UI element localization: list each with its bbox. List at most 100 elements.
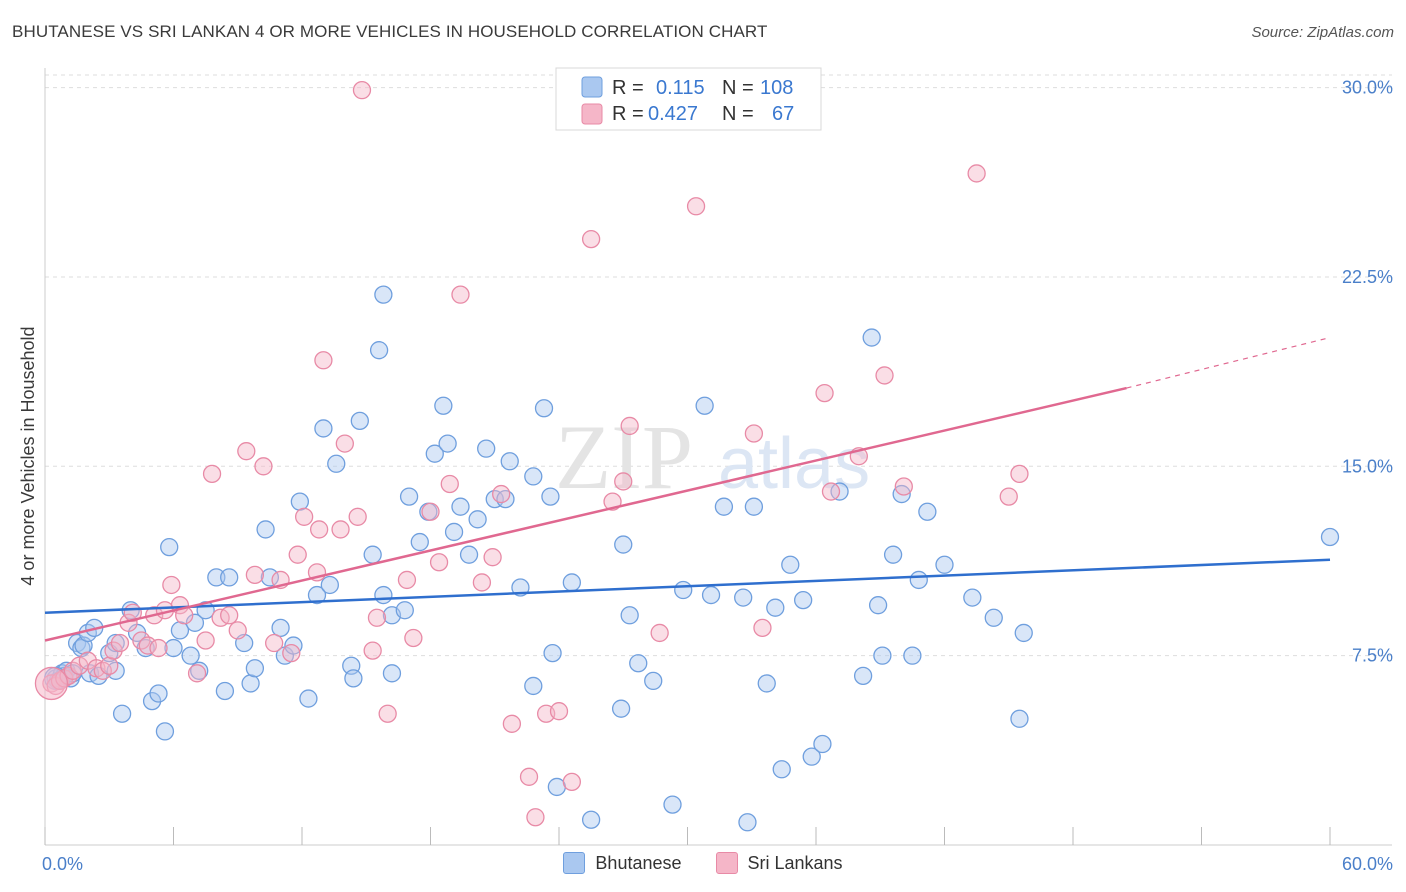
bhutanese-point-38 xyxy=(260,568,280,587)
sri-lankans-point-25 xyxy=(202,464,222,484)
y-tick-label-3: 30.0% xyxy=(1342,78,1393,98)
bhutanese-point-73 xyxy=(524,467,543,486)
bhutanese-point-76 xyxy=(541,487,560,506)
bhutanese-point-112 xyxy=(963,588,982,607)
sri-lankans-point-60 xyxy=(562,772,581,792)
bhutanese-trend-line xyxy=(44,558,1331,614)
sri-lankans-point-51 xyxy=(451,285,470,304)
bhutanese-point-47 xyxy=(327,454,346,473)
bhutanese-point-71 xyxy=(500,452,519,471)
bottom-legend-bhutanese: Bhutanese xyxy=(563,852,682,874)
bhutanese-point-86 xyxy=(663,795,682,814)
axes xyxy=(44,68,1392,846)
sri-lankans-point-49 xyxy=(429,553,449,572)
bhutanese-point-77 xyxy=(543,643,562,663)
bhutanese-point-31 xyxy=(207,568,226,587)
bhutanese-point-17 xyxy=(112,704,132,723)
sri-lankans-point-53 xyxy=(483,548,502,567)
sri-lankans-point-48 xyxy=(421,502,440,521)
bhutanese-point-63 xyxy=(438,434,457,453)
trend-lines xyxy=(44,336,1331,642)
bhutanese-point-105 xyxy=(873,646,892,665)
bhutanese-point-109 xyxy=(909,570,928,590)
bottom-legend-sri-lankans: Sri Lankans xyxy=(715,852,843,874)
bhutanese-point-81 xyxy=(611,699,631,718)
bhutanese-point-93 xyxy=(744,497,764,516)
bhutanese-point-82 xyxy=(614,535,633,554)
sri-lankans-point-23 xyxy=(187,664,207,683)
sri-lankans-point-35 xyxy=(288,545,307,564)
sri-lankans-point-30 xyxy=(245,565,265,585)
bhutanese-point-33 xyxy=(220,568,239,587)
sri-lankans-point-31 xyxy=(254,457,273,476)
sri-lankans-point-45 xyxy=(378,704,397,723)
sri-lankans-point-38 xyxy=(309,520,329,539)
bhutanese-point-22 xyxy=(149,684,168,703)
bhutanese-point-44 xyxy=(307,585,327,605)
bhutanese-point-43 xyxy=(299,689,318,708)
bhutanese-point-113 xyxy=(984,608,1003,627)
sri-lankans-point-20 xyxy=(162,575,181,595)
legend-r-value-1: 0.115 xyxy=(656,77,705,99)
sri-lankans-point-27 xyxy=(220,606,239,625)
sri-lankans-point-44 xyxy=(367,608,387,627)
sri-lankans-point-70 xyxy=(821,482,841,501)
bhutanese-point-23 xyxy=(155,722,175,741)
sri-lankans-point-28 xyxy=(228,621,247,640)
sri-lankans-point-18 xyxy=(149,638,168,658)
y-tick-label-1: 15.0% xyxy=(1342,456,1393,476)
legend-swatch-blue xyxy=(581,76,603,98)
bhutanese-point-75 xyxy=(534,399,554,418)
bhutanese-label: Bhutanese xyxy=(595,852,682,873)
bhutanese-point-106 xyxy=(883,545,903,564)
bhutanese-point-51 xyxy=(363,545,382,564)
bhutanese-point-100 xyxy=(813,734,832,754)
watermark-atlas: atlas xyxy=(718,424,870,504)
bhutanese-point-74 xyxy=(524,676,543,696)
bhutanese-point-80 xyxy=(581,810,601,829)
bhutanese-point-54 xyxy=(374,585,393,605)
sri-lankans-point-42 xyxy=(348,507,367,526)
sri-lankans-point-65 xyxy=(650,623,669,643)
bhutanese-point-27 xyxy=(181,646,200,665)
bhutanese-point-46 xyxy=(320,575,339,595)
legend-swatch-pink xyxy=(581,103,603,125)
bhutanese-point-53 xyxy=(374,285,393,304)
sri-lankans-point-40 xyxy=(331,520,350,539)
x-tick-label-right: 60.0% xyxy=(1342,854,1393,874)
bhutanese-point-21 xyxy=(142,691,162,711)
bhutanese-point-83 xyxy=(620,606,639,625)
y-tick-labels: 7.5% 15.0% 22.5% 30.0% xyxy=(1342,78,1393,666)
bhutanese-point-95 xyxy=(766,598,785,617)
watermark-zip: ZIP xyxy=(555,406,693,508)
bottom-legend: Bhutanese Sri Lankans xyxy=(0,852,1406,874)
source-label: Source: ZipAtlas.com xyxy=(1251,24,1394,41)
bhutanese-points xyxy=(44,285,1340,832)
sri-lankans-point-41 xyxy=(335,434,354,453)
bhutanese-point-32 xyxy=(215,681,235,701)
bhutanese-point-36 xyxy=(245,659,265,678)
sri-lankans-point-10 xyxy=(100,656,119,675)
y-tick-label-0: 7.5% xyxy=(1352,646,1393,666)
bhutanese-point-30 xyxy=(190,661,209,680)
sri-lankans-point-47 xyxy=(404,628,423,648)
legend-n-value-2: 67 xyxy=(772,103,794,125)
bhutanese-point-65 xyxy=(451,497,470,516)
bhutanese-point-59 xyxy=(410,532,429,552)
bhutanese-point-26 xyxy=(170,621,190,640)
sri-lankans-point-29 xyxy=(237,442,256,461)
bhutanese-point-103 xyxy=(862,328,881,347)
bhutanese-point-91 xyxy=(734,588,753,607)
sri-lankans-point-73 xyxy=(894,477,913,496)
sri-lankans-points xyxy=(34,80,1029,827)
bhutanese-point-97 xyxy=(781,555,800,574)
bhutanese-point-52 xyxy=(369,341,389,360)
bhutanese-point-39 xyxy=(271,618,290,638)
sri-lankans-point-36 xyxy=(294,507,314,526)
sri-lankans-point-68 xyxy=(753,618,772,638)
bhutanese-point-64 xyxy=(444,522,464,542)
sri-lankans-point-66 xyxy=(686,197,706,216)
sri-lankans-point-54 xyxy=(492,484,511,504)
sri-lankans-point-61 xyxy=(581,229,601,249)
bhutanese-point-115 xyxy=(1014,623,1033,643)
